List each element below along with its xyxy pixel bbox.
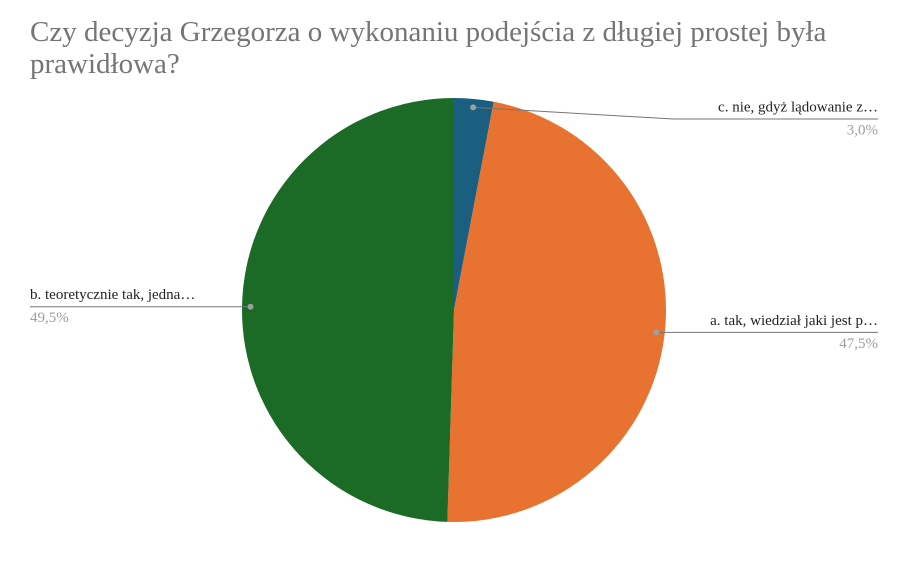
slice-label: c. nie, gdyż lądowanie z… — [718, 99, 878, 115]
leader-line — [473, 106, 878, 120]
slice-value-label: 47,5% — [839, 336, 878, 352]
pie-slice — [454, 98, 494, 310]
pie-slice — [447, 101, 667, 522]
leader-dot — [653, 329, 660, 336]
leader-dot — [470, 104, 477, 111]
slice-value-label: 49,5% — [30, 310, 69, 326]
chart-title: Czy decyzja Grzegorza o wykonaniu podejś… — [30, 16, 827, 80]
slice-label: b. teoretycznie tak, jedna… — [30, 287, 195, 303]
leader-dot — [247, 303, 254, 310]
slice-value-label: 3,0% — [847, 122, 878, 138]
pie-slice — [241, 98, 454, 522]
slice-label: a. tak, wiedział jaki jest p… — [710, 313, 878, 329]
